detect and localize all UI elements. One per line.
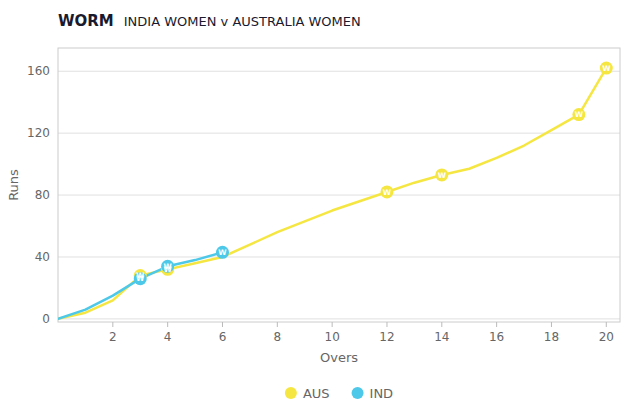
- grid-line: [58, 195, 620, 196]
- y-tick-label: 0: [42, 312, 50, 326]
- wicket-label: W: [602, 64, 611, 73]
- wicket-marker: [600, 62, 613, 75]
- legend: AUS IND: [285, 386, 393, 401]
- y-tick-label: 80: [35, 188, 50, 202]
- subtitle: INDIA WOMEN v AUSTRALIA WOMEN: [124, 14, 361, 29]
- grid-line: [58, 318, 620, 319]
- x-tick-label: 10: [325, 330, 340, 344]
- chart: WORM INDIA WOMEN v AUSTRALIA WOMEN 0 40 80 12…: [0, 0, 640, 409]
- wicket-marker: [216, 246, 229, 259]
- x-tick: [496, 322, 497, 327]
- wicket-marker: [380, 185, 393, 198]
- grid-line: [58, 71, 620, 72]
- wicket-marker: [572, 108, 585, 121]
- x-tick-label: 20: [599, 330, 614, 344]
- wicket-marker: [435, 168, 448, 181]
- wicket-label: W: [218, 248, 227, 257]
- x-tick: [606, 322, 607, 327]
- y-tick-label: 120: [27, 126, 50, 140]
- y-tick-label: 40: [35, 250, 50, 264]
- title: WORM: [58, 12, 114, 30]
- x-tick-label: 6: [219, 330, 227, 344]
- x-tick: [551, 322, 552, 327]
- wicket-label: W: [383, 188, 392, 197]
- x-tick: [112, 322, 113, 327]
- x-tick: [222, 322, 223, 327]
- x-tick: [167, 322, 168, 327]
- grid-line: [58, 133, 620, 134]
- grid-line: [58, 256, 620, 257]
- x-tick-label: 12: [379, 330, 394, 344]
- series-line: [58, 252, 222, 319]
- wicket-label: W: [575, 110, 584, 119]
- x-tick-label: 4: [164, 330, 172, 344]
- x-tick: [277, 322, 278, 327]
- wicket-marker: [161, 260, 174, 273]
- x-tick-label: 16: [489, 330, 504, 344]
- series-line: [58, 68, 606, 319]
- x-tick: [386, 322, 387, 327]
- legend-marker: [285, 387, 297, 399]
- wicket-label: W: [136, 274, 145, 283]
- x-tick-label: 18: [544, 330, 559, 344]
- legend-label: IND: [370, 386, 394, 401]
- wicket-labels: WWWWWWWWW: [136, 64, 611, 284]
- wicket-marker: [134, 272, 147, 285]
- wicket-label: W: [438, 171, 447, 180]
- y-tick-label: 160: [27, 64, 50, 78]
- y-axis-label: Runs: [6, 169, 21, 201]
- legend-marker: [352, 387, 364, 399]
- x-tick-label: 2: [109, 330, 117, 344]
- x-tick: [441, 322, 442, 327]
- plot-frame: [58, 48, 620, 322]
- x-tick-label: 14: [434, 330, 449, 344]
- legend-label: AUS: [303, 386, 330, 401]
- plot-area: [58, 62, 613, 319]
- x-axis-label: Overs: [320, 350, 358, 365]
- x-tick-label: 8: [273, 330, 281, 344]
- x-tick: [332, 322, 333, 327]
- wicket-label: W: [164, 262, 173, 271]
